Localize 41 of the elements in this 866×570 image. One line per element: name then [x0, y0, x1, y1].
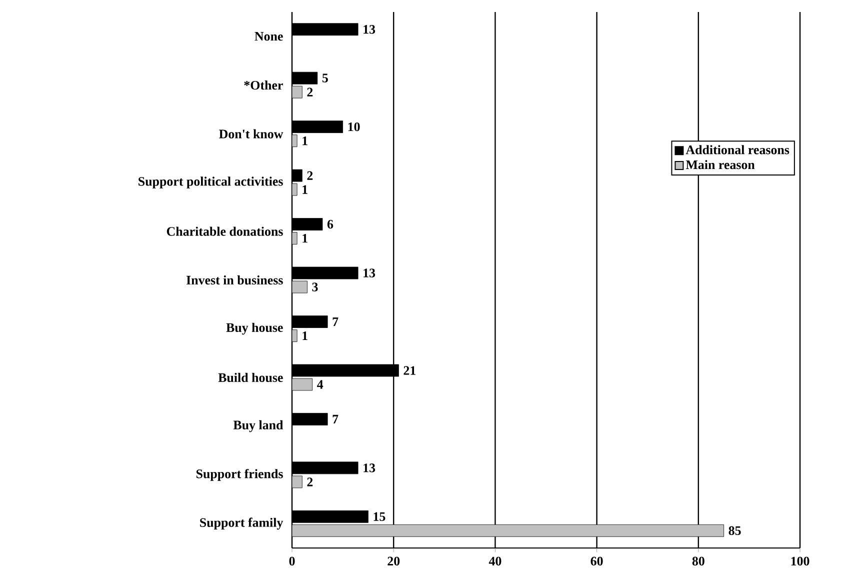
data-label: 10: [348, 122, 360, 132]
y-tick-label: Don't know: [219, 129, 284, 138]
y-tick-label: Support friends: [196, 468, 283, 481]
bar: [292, 412, 328, 426]
legend-label: Main reason: [686, 160, 755, 170]
x-tick-label: 60: [590, 556, 603, 566]
x-tick-label: 40: [488, 556, 502, 566]
y-tick-label: Build house: [218, 372, 283, 382]
data-label: 3: [312, 282, 318, 292]
data-label: 1: [302, 234, 308, 243]
y-tick-label: Support family: [200, 518, 284, 530]
x-tick-label: 0: [289, 556, 295, 566]
data-label: 6: [327, 220, 334, 229]
y-tick-label: None: [254, 32, 283, 41]
y-tick-label: Support political activities: [138, 176, 283, 188]
bar: [292, 23, 358, 36]
data-label: 5: [322, 74, 328, 82]
data-label: 7: [332, 317, 338, 326]
y-tick-label: Charitable donations: [166, 226, 283, 236]
x-tick-label: 100: [791, 556, 810, 566]
x-tick-label: 80: [692, 556, 704, 566]
data-label: 2: [307, 478, 313, 486]
data-label: 13: [364, 464, 376, 472]
data-label: 21: [404, 366, 416, 375]
data-label: 85: [728, 526, 741, 536]
legend-label: Additional reasons: [686, 145, 790, 154]
y-tick-label: Invest in business: [186, 275, 283, 285]
x-tick-label: 20: [388, 556, 400, 566]
data-label: 2: [307, 171, 313, 180]
y-tick-label: Buy house: [226, 322, 283, 335]
data-label: 1: [302, 331, 308, 340]
data-label: 13: [364, 268, 376, 278]
data-label: 4: [317, 380, 324, 389]
data-label: 1: [302, 185, 308, 194]
data-label: 1: [302, 136, 308, 146]
y-tick-label: Buy land: [233, 420, 284, 432]
data-label: 2: [307, 88, 313, 96]
data-label: 7: [332, 414, 338, 424]
y-tick-label: *Other: [244, 80, 283, 90]
data-label: 15: [374, 512, 386, 521]
data-label: 13: [364, 25, 376, 34]
